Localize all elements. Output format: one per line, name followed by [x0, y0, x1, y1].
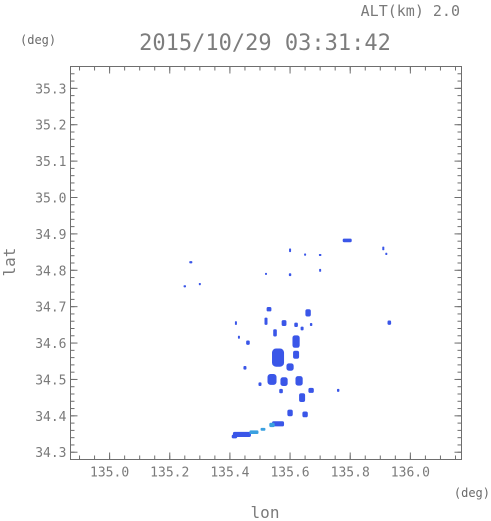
echo-cell — [267, 373, 277, 385]
y-tick-label: 35.1 — [35, 155, 66, 170]
echo-cell — [318, 253, 322, 256]
echo-cell — [336, 388, 340, 392]
echo-cell — [273, 329, 277, 337]
echo-cell — [300, 326, 304, 331]
ticks-layer: 135.0 135.2 135.4 135.6 135.8 136.0 34.3 34.4 34… — [35, 66, 462, 481]
altitude-label: ALT(km) 2.0 — [361, 2, 460, 20]
y-tick-label: 35.3 — [35, 82, 66, 97]
echo-cell — [299, 393, 306, 403]
echo-cell — [289, 248, 292, 253]
echo-cell — [292, 335, 300, 348]
echo-cell — [249, 430, 259, 435]
echo-cell — [385, 252, 388, 255]
y-tick-label: 34.6 — [35, 337, 66, 352]
echo-cell — [198, 283, 201, 286]
echo-cell — [287, 409, 293, 417]
echo-cell — [382, 246, 385, 251]
echo-cell — [304, 253, 307, 256]
echo-cell — [258, 382, 262, 386]
echo-cell — [294, 322, 298, 328]
echo-cell — [265, 272, 267, 275]
y-tick-label: 34.3 — [35, 446, 66, 461]
echo-cell — [232, 431, 251, 437]
y-tick-label: 34.9 — [35, 228, 66, 243]
echo-cell — [295, 376, 303, 386]
x-unit-label: (deg) — [454, 486, 490, 500]
echo-cell — [266, 307, 272, 312]
echo-cell — [293, 350, 300, 359]
echo-cell — [272, 421, 285, 427]
echo-cell — [264, 317, 268, 325]
x-tick-label: 135.6 — [270, 466, 309, 481]
echo-cell — [243, 365, 247, 370]
echo-cell — [183, 285, 186, 288]
x-axis-label: lon — [251, 503, 280, 521]
y-tick-label: 34.5 — [35, 373, 66, 388]
x-tick-label: 135.0 — [90, 466, 129, 481]
echo-cell — [286, 363, 294, 371]
echo-cell — [308, 387, 314, 393]
y-tick-label: 34.8 — [35, 264, 66, 279]
x-tick-label: 136.0 — [391, 466, 430, 481]
x-tick-label: 135.8 — [331, 466, 370, 481]
echo-cell — [189, 261, 193, 264]
echo-cell — [246, 340, 250, 345]
echo-cell — [305, 309, 311, 317]
echo-cell — [288, 273, 292, 277]
y-tick-label: 34.4 — [35, 410, 66, 425]
echo-cell — [387, 320, 392, 325]
echo-cell — [281, 320, 287, 326]
plot-frame — [70, 66, 462, 460]
y-tick-label: 34.7 — [35, 301, 66, 316]
y-unit-label: (deg) — [20, 33, 56, 47]
x-tick-label: 135.2 — [150, 466, 189, 481]
echo-cell — [279, 388, 283, 394]
chart-title: 2015/10/29 03:31:42 — [139, 31, 391, 56]
echo-cell — [231, 434, 238, 439]
echo-cell — [302, 411, 308, 418]
echo-cell — [309, 323, 313, 326]
echo-cell — [272, 348, 285, 367]
echo-cell — [319, 268, 322, 272]
echo-cell — [269, 422, 275, 428]
y-tick-label: 35.0 — [35, 192, 66, 207]
echo-layer — [183, 238, 392, 439]
echo-cell — [260, 427, 266, 431]
echo-cell — [280, 377, 288, 386]
echo-cell — [342, 238, 352, 243]
echo-cell — [234, 321, 237, 325]
y-tick-label: 35.2 — [35, 119, 66, 134]
x-tick-label: 135.4 — [210, 466, 249, 481]
echo-cell — [237, 335, 240, 339]
y-axis-label: lat — [0, 248, 19, 277]
